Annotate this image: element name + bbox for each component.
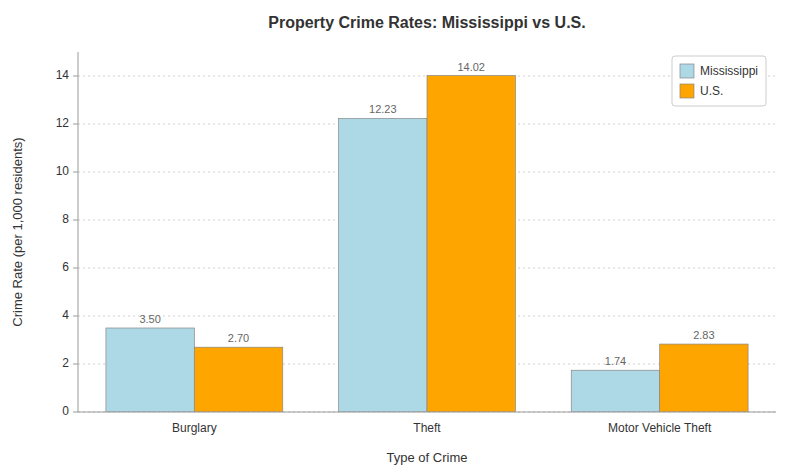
y-tick-label: 4 — [62, 308, 69, 322]
bar — [660, 344, 748, 412]
grid — [78, 76, 776, 412]
x-tick-label: Theft — [413, 421, 441, 435]
legend: Mississippi U.S. — [672, 56, 766, 106]
y-tick-label: 2 — [62, 356, 69, 370]
legend-swatch — [680, 84, 694, 98]
y-tick — [73, 124, 78, 125]
y-axis-label: Crime Rate (per 1,000 residents) — [10, 137, 25, 326]
y-tick-label: 0 — [62, 404, 69, 418]
bar — [571, 370, 659, 412]
legend-label: Mississippi — [700, 64, 758, 78]
bars — [106, 76, 748, 412]
bar — [427, 76, 515, 412]
chart-container: 0 2 4 6 8 10 12 14 3.50 12.23 1.74 2.70 14.02 2.83 Bur… — [0, 0, 800, 476]
data-label: 2.70 — [228, 332, 249, 344]
legend-box — [672, 56, 766, 106]
y-axis-line — [78, 52, 79, 412]
y-tick — [73, 220, 78, 221]
y-tick-label: 10 — [56, 164, 70, 178]
y-tick-label: 8 — [62, 212, 69, 226]
data-label: 2.83 — [693, 329, 714, 341]
data-label: 1.74 — [605, 355, 626, 367]
legend-label: U.S. — [700, 84, 723, 98]
y-tick — [73, 172, 78, 173]
y-tick-label: 12 — [56, 116, 70, 130]
bar — [194, 347, 282, 412]
y-tick — [73, 364, 78, 365]
bar — [106, 328, 194, 412]
data-label: 12.23 — [369, 103, 397, 115]
y-tick-label: 6 — [62, 260, 69, 274]
data-labels: 3.50 12.23 1.74 2.70 14.02 2.83 — [139, 61, 714, 368]
x-axis: Burglary Theft Motor Vehicle Theft — [78, 412, 776, 435]
data-label: 14.02 — [457, 61, 485, 73]
y-tick — [73, 412, 78, 413]
grid-line — [78, 412, 776, 413]
y-tick — [73, 76, 78, 77]
x-axis-line — [78, 412, 776, 413]
title: Property Crime Rates: Mississippi vs U.S… — [268, 14, 585, 31]
y-tick — [73, 268, 78, 269]
bar — [339, 118, 427, 412]
y-axis: 0 2 4 6 8 10 12 14 — [56, 52, 78, 418]
chart-svg: 0 2 4 6 8 10 12 14 3.50 12.23 1.74 2.70 14.02 2.83 Bur… — [0, 0, 800, 476]
x-tick-label: Burglary — [172, 421, 217, 435]
legend-swatch — [680, 64, 694, 78]
x-axis-label: Type of Crime — [387, 450, 468, 465]
data-label: 3.50 — [139, 313, 160, 325]
y-tick-label: 14 — [56, 68, 70, 82]
y-tick — [73, 316, 78, 317]
x-tick-label: Motor Vehicle Theft — [608, 421, 712, 435]
